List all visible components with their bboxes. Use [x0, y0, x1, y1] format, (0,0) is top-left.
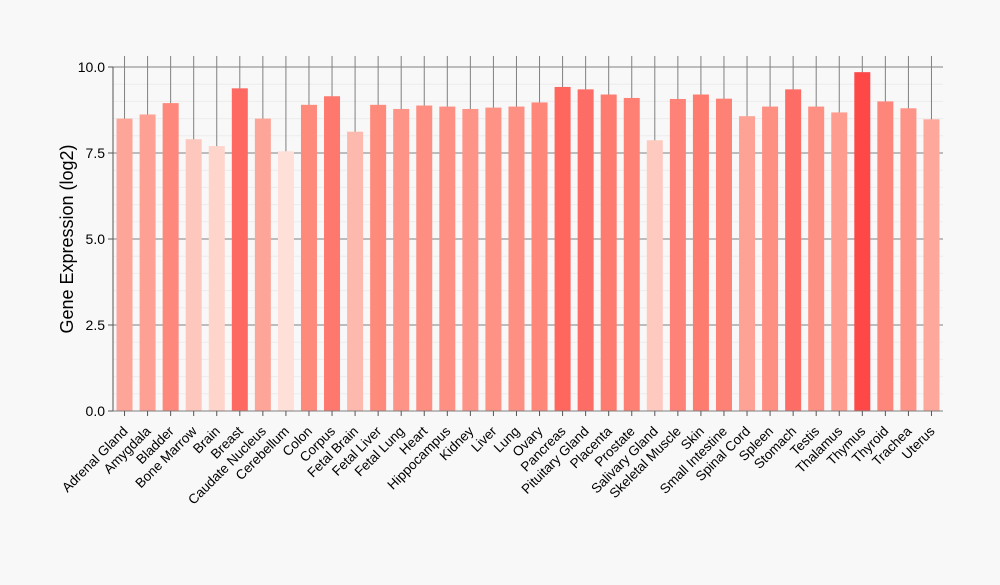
bar-ovary[interactable] [531, 102, 548, 411]
bar-skeletal-muscle[interactable] [669, 98, 686, 411]
bar-heart[interactable] [416, 105, 433, 411]
bar-placenta[interactable] [600, 94, 617, 412]
bar-pituitary-gland[interactable] [577, 89, 594, 412]
bar-spleen[interactable] [762, 106, 779, 411]
bar-trachea[interactable] [900, 108, 917, 411]
bar-amygdala[interactable] [139, 114, 156, 412]
bar-small-intestine[interactable] [715, 98, 732, 411]
axes [108, 66, 943, 416]
y-axis-title: Gene Expression (log2) [57, 144, 77, 333]
bar-kidney[interactable] [462, 108, 479, 411]
bar-bladder[interactable] [162, 103, 179, 412]
bar-stomach[interactable] [785, 89, 802, 412]
bar-breast[interactable] [231, 88, 248, 411]
bar-bone-marrow[interactable] [185, 139, 202, 412]
bar-hippocampus[interactable] [439, 106, 456, 411]
bar-prostate[interactable] [623, 97, 640, 412]
bar-corpus[interactable] [324, 96, 341, 412]
bar-fetal-liver[interactable] [370, 104, 387, 411]
bar-lung[interactable] [508, 106, 525, 411]
bar-cerebellum[interactable] [277, 151, 294, 411]
bar-pancreas[interactable] [554, 86, 571, 412]
bar-salivary-gland[interactable] [646, 140, 663, 411]
y-tick-label: 10.0 [78, 59, 105, 75]
bar-thalamus[interactable] [831, 112, 848, 412]
bars [116, 72, 940, 412]
bar-testis[interactable] [808, 106, 825, 411]
bar-adrenal-gland[interactable] [116, 118, 133, 411]
bar-uterus[interactable] [923, 119, 940, 412]
bar-brain[interactable] [208, 146, 225, 411]
bar-skin[interactable] [692, 94, 709, 412]
bar-colon[interactable] [300, 104, 317, 411]
bar-spinal-cord[interactable] [739, 116, 756, 411]
y-tick-label: 2.5 [86, 317, 106, 333]
bar-fetal-lung[interactable] [393, 108, 410, 411]
bar-thyroid[interactable] [877, 101, 894, 412]
y-tick-label: 0.0 [86, 403, 106, 419]
bar-thymus[interactable] [854, 72, 871, 411]
bar-caudate-nucleus[interactable] [254, 118, 271, 411]
y-tick-label: 5.0 [86, 231, 106, 247]
bar-fetal-brain[interactable] [347, 131, 364, 411]
y-tick-label: 7.5 [86, 145, 106, 161]
bar-liver[interactable] [485, 107, 502, 411]
